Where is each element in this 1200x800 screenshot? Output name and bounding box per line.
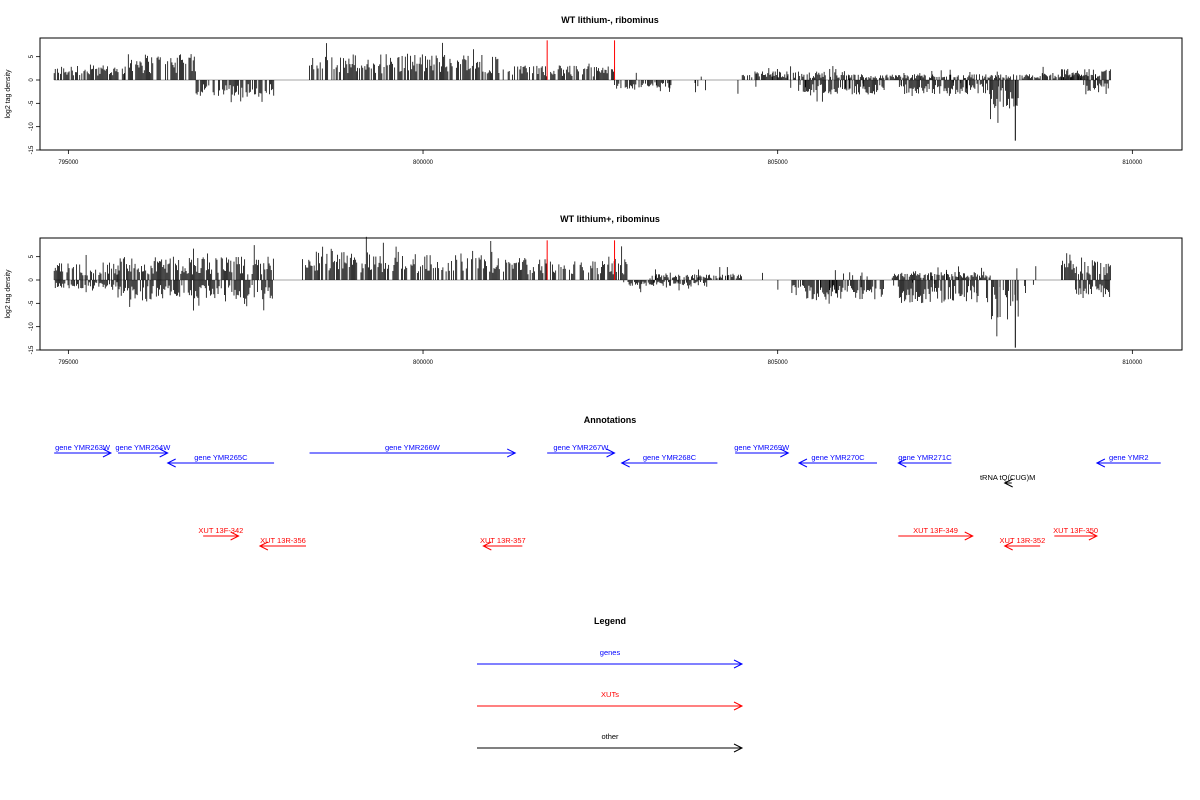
y-tick-label: -5 [29,300,35,306]
plot-frame-lithium-minus [39,37,1183,151]
feature-arrow-head [1088,531,1098,541]
annotations-title: Annotations [584,415,637,425]
feature-label: XUT 13R-352 [1000,536,1046,545]
feature-label: XUT 13R-357 [480,536,526,545]
legend-label: other [601,732,619,741]
feature-arrow-head [620,458,630,468]
feature-label: gene YMR268C [643,453,697,462]
track-panel-lithium-minus: WT lithium-, ribominus log2 tag density … [5,15,1183,166]
feature-arrow-head [482,541,492,551]
feature-arrow-head [1095,458,1106,468]
feature-label: gene YMR269W [734,443,790,452]
feature-label: tRNA tQ(CUG)M [980,473,1035,482]
y-axis-label-lithium-plus: log2 tag density [5,269,12,319]
feature-arrow-head [1003,478,1013,488]
legend-label: XUTs [601,690,619,699]
feature-label: XUT 13F-342 [198,526,243,535]
y-tick-label: 5 [29,254,35,258]
legend-item: other [477,732,744,753]
x-tick-label: 795000 [58,160,79,166]
plot-frame-lithium-plus [39,237,1183,351]
x-tick-label: 810000 [1122,360,1143,366]
annotation-feature: gene YMR268C [620,453,718,468]
legend-arrow-head [733,659,744,669]
legend-panel: Legend genes XUTs other [477,616,744,753]
feature-arrow-head [230,531,240,541]
annotation-feature: XUT 13F-349 [898,526,974,541]
feature-label: gene YMR265C [194,453,248,462]
x-tick-label: 810000 [1122,160,1143,166]
feature-arrow-head [166,458,176,468]
y-tick-label: -15 [29,145,35,154]
annotation-feature: XUT 13F-350 [1053,526,1098,541]
axes-lithium-minus: 795000 800000 805000 810000 -15 -10 -5 0 5 [29,54,1143,166]
annotation-feature: gene YMR263W [54,443,113,458]
y-tick-label: -5 [29,100,35,106]
x-tick-label: 795000 [58,360,79,366]
legend-label: genes [600,648,621,657]
track-title-lithium-minus: WT lithium-, ribominus [561,15,659,25]
feature-arrow-head [258,541,269,551]
annotation-feature: gene YMR265C [166,453,275,468]
annotation-feature: gene YMR266W [309,443,517,458]
feature-arrow-head [964,531,974,541]
legend-arrow-head [733,701,744,711]
y-tick-label: -10 [29,322,35,331]
feature-label: XUT 13F-350 [1053,526,1098,535]
annotation-feature: XUT 13F-342 [198,526,243,541]
y-tick-label: 0 [29,78,35,82]
annotation-feature: XUT 13R-352 [1000,536,1046,551]
axes-lithium-plus: 795000 800000 805000 810000 -15 -10 -5 0 5 [29,254,1143,366]
feature-arrow-head [507,448,517,458]
feature-label: gene YMR263W [55,443,111,452]
feature-arrow-head [102,448,113,458]
x-tick-label: 805000 [768,360,789,366]
feature-label: gene YMR270C [811,453,865,462]
annotation-feature: XUT 13R-356 [258,536,306,551]
feature-arrow-head [797,458,808,468]
legend-arrow-head [733,743,744,753]
annotation-feature: tRNA tQ(CUG)M [980,473,1035,488]
signal-bars-lithium-minus [53,40,1112,141]
annotation-feature: gene YMR271C [897,453,952,468]
y-tick-label: -10 [29,122,35,131]
annotation-feature: gene YMR264W [115,443,171,458]
x-tick-label: 805000 [768,160,789,166]
y-tick-label: 5 [29,54,35,58]
annotation-features: gene YMR263W gene YMR264W gene YMR265C gene… [54,443,1161,551]
signal-bars-lithium-plus [53,236,1112,348]
y-tick-label: 0 [29,278,35,282]
track-title-lithium-plus: WT lithium+, ribominus [560,214,660,224]
legend-item: genes [477,648,744,669]
feature-label: gene YMR266W [385,443,441,452]
feature-arrow-head [159,448,169,458]
legend-items: genes XUTs other [477,648,744,753]
feature-arrow-head [897,458,907,468]
annotation-feature: XUT 13R-357 [480,536,526,551]
y-axis-label-lithium-minus: log2 tag density [5,69,12,119]
feature-label: XUT 13F-349 [913,526,958,535]
annotation-feature: gene YMR270C [797,453,877,468]
feature-label: gene YMR267W [553,443,609,452]
annotations-panel: Annotations gene YMR263W gene YMR264Wgene… [54,415,1161,551]
feature-arrow-head [780,448,790,458]
legend-item: XUTs [477,690,744,711]
feature-arrow-head [606,448,616,458]
feature-arrow-head [1003,541,1013,551]
track-panel-lithium-plus: WT lithium+, ribominus log2 tag density … [5,214,1183,366]
feature-label: gene YMR2 [1109,453,1148,462]
legend-title: Legend [594,616,626,626]
x-tick-label: 800000 [413,160,434,166]
annotation-feature: gene YMR267W [547,443,616,458]
feature-label: gene YMR264W [115,443,171,452]
annotation-feature: gene YMR269W [734,443,790,458]
feature-label: gene YMR271C [898,453,952,462]
x-tick-label: 800000 [413,360,434,366]
y-tick-label: -15 [29,345,35,354]
annotation-feature: gene YMR2 [1095,453,1161,468]
feature-label: XUT 13R-356 [260,536,306,545]
